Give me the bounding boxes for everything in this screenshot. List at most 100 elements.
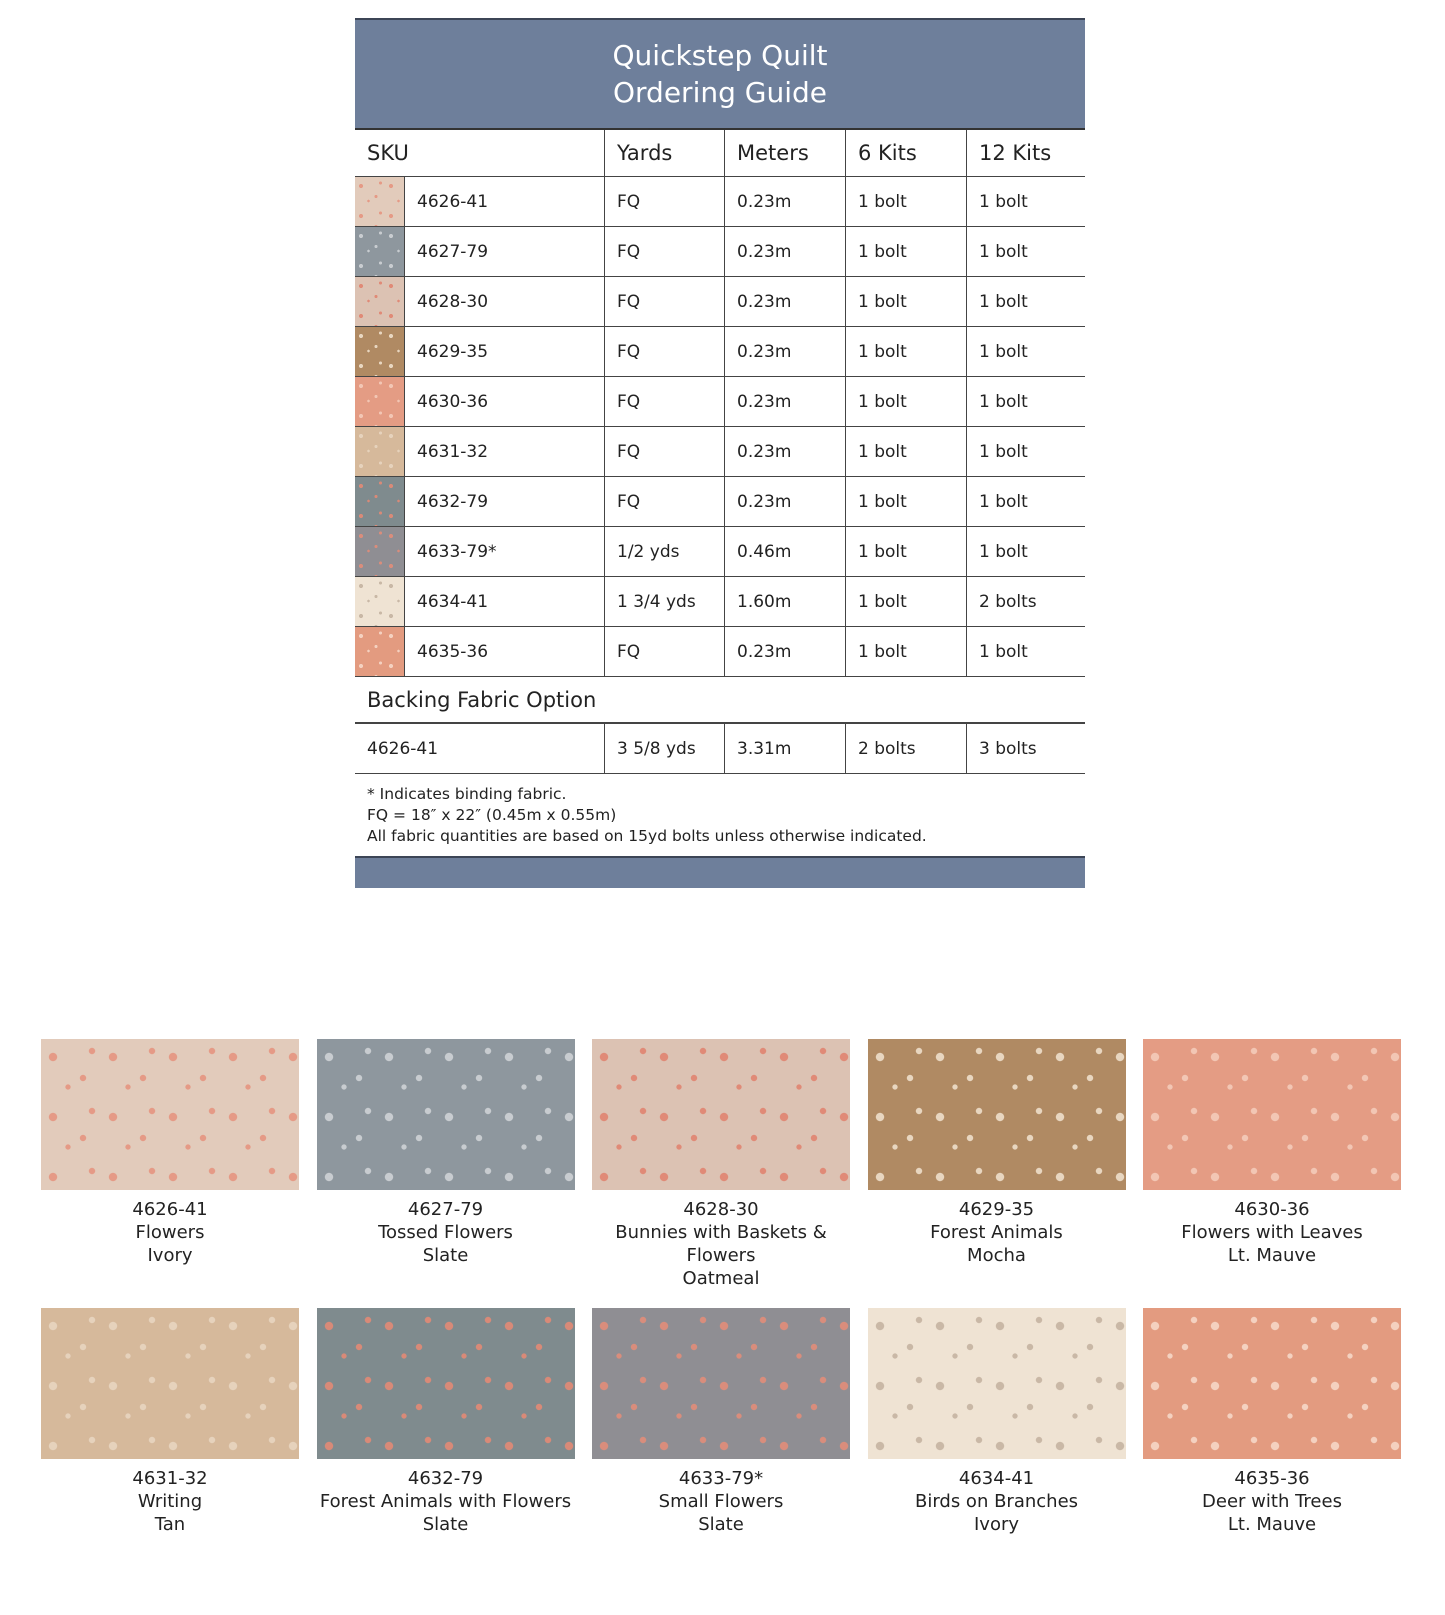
kits-6: 1 bolt xyxy=(846,227,967,276)
sku: 4627-79 xyxy=(417,241,489,262)
fabric-sku: 4628-30 xyxy=(683,1199,759,1220)
table-row: 4631-32 FQ 0.23m 1 bolt 1 bolt xyxy=(355,427,1085,477)
fabric-swatch-image xyxy=(41,1039,299,1190)
sku-cell: 4628-30 xyxy=(355,277,605,326)
fabric-swatch-image xyxy=(41,1308,299,1459)
fabric-swatch-card: 4632-79 Forest Animals with Flowers Slat… xyxy=(316,1308,575,1577)
fabric-sku: 4630-36 xyxy=(1234,1199,1310,1220)
kits-12: 1 bolt xyxy=(979,491,1028,512)
ordering-guide-table: Quickstep Quilt Ordering Guide SKU Yards… xyxy=(355,18,1085,888)
fabric-swatch-image xyxy=(867,1308,1126,1459)
yards: FQ xyxy=(605,227,725,276)
yards: FQ xyxy=(605,477,725,526)
fabric-name: Flowers with Leaves xyxy=(1181,1222,1363,1243)
table-row: 4627-79 FQ 0.23m 1 bolt 1 bolt xyxy=(355,227,1085,277)
sku-cell: 4632-79 xyxy=(355,477,605,526)
meters: 0.23m xyxy=(725,627,846,676)
meters: 0.46m xyxy=(725,527,846,576)
fabric-sku: 4631-32 xyxy=(132,1468,208,1489)
fabric-swatch-card: 4635-36 Deer with Trees Lt. Mauve xyxy=(1143,1308,1401,1577)
fabric-sku: 4629-35 xyxy=(958,1199,1035,1220)
fabric-swatch-image xyxy=(316,1039,575,1190)
kits-12: 1 bolt xyxy=(979,441,1028,462)
fabric-swatch-image xyxy=(592,1039,850,1190)
kits-12: 1 bolt xyxy=(979,291,1028,312)
fabric-name: Birds on Branches xyxy=(914,1491,1079,1512)
meters: 1.60m xyxy=(725,577,846,626)
kits-6: 1 bolt xyxy=(846,627,967,676)
fabric-thumbnail xyxy=(355,577,405,626)
column-headers: SKU Yards Meters 6 Kits 12 Kits xyxy=(355,128,1085,177)
kits-12: 3 bolts xyxy=(979,738,1037,759)
fabric-swatch-card: 4628-30 Bunnies with Baskets & Flowers O… xyxy=(592,1039,850,1308)
fabric-swatch-image xyxy=(1143,1308,1401,1459)
fabric-swatch-grid: 4626-41 Flowers Ivory 4627-79 Tossed Flo… xyxy=(41,1039,1401,1577)
yards: 1/2 yds xyxy=(605,527,725,576)
fabric-swatch-image xyxy=(316,1308,575,1459)
table-row: 4628-30 FQ 0.23m 1 bolt 1 bolt xyxy=(355,277,1085,327)
kits-6: 1 bolt xyxy=(846,177,967,226)
table-row: 4634-41 1 3/4 yds 1.60m 1 bolt 2 bolts xyxy=(355,577,1085,627)
fabric-name: Writing xyxy=(137,1491,203,1512)
yards: FQ xyxy=(605,327,725,376)
sku-cell: 4631-32 xyxy=(355,427,605,476)
col-12-kits: 12 Kits xyxy=(979,141,1052,165)
col-meters: Meters xyxy=(725,130,846,176)
fabric-swatch-card: 4626-41 Flowers Ivory xyxy=(41,1039,299,1308)
fabric-thumbnail xyxy=(355,227,405,276)
fabric-swatch-card: 4633-79* Small Flowers Slate xyxy=(592,1308,850,1577)
fabric-thumbnail xyxy=(355,377,405,426)
sku: 4635-36 xyxy=(417,641,489,662)
fabric-swatch-card: 4634-41 Birds on Branches Ivory xyxy=(867,1308,1126,1577)
note: * Indicates binding fabric. xyxy=(367,785,567,803)
yards: FQ xyxy=(605,627,725,676)
note: All fabric quantities are based on 15yd … xyxy=(367,827,927,845)
kits-12: 1 bolt xyxy=(979,241,1028,262)
kits-12: 1 bolt xyxy=(979,191,1028,212)
fabric-name: Bunnies with Baskets & Flowers xyxy=(615,1222,827,1266)
fabric-color: Slate xyxy=(422,1514,469,1535)
sku: 4630-36 xyxy=(417,391,489,412)
fabric-sku: 4633-79* xyxy=(678,1468,764,1489)
meters: 0.23m xyxy=(725,427,846,476)
sku: 4629-35 xyxy=(417,341,489,362)
kits-6: 1 bolt xyxy=(846,577,967,626)
fabric-name: Forest Animals xyxy=(930,1222,1063,1243)
fabric-swatch-card: 4630-36 Flowers with Leaves Lt. Mauve xyxy=(1143,1039,1401,1308)
yards: FQ xyxy=(605,177,725,226)
note: FQ = 18″ x 22″ (0.45m x 0.55m) xyxy=(367,806,617,824)
fabric-color: Ivory xyxy=(973,1514,1020,1535)
backing-row: 4626-41 3 5/8 yds 3.31m 2 bolts 3 bolts xyxy=(355,724,1085,774)
table-row: 4635-36 FQ 0.23m 1 bolt 1 bolt xyxy=(355,627,1085,677)
fabric-swatch-card: 4629-35 Forest Animals Mocha xyxy=(867,1039,1126,1308)
col-6-kits: 6 Kits xyxy=(846,130,967,176)
fabric-color: Slate xyxy=(422,1245,469,1266)
kits-12: 2 bolts xyxy=(979,591,1037,612)
meters: 0.23m xyxy=(725,377,846,426)
fabric-swatch-card: 4627-79 Tossed Flowers Slate xyxy=(316,1039,575,1308)
fabric-swatch-image xyxy=(592,1308,850,1459)
fabric-thumbnail xyxy=(355,177,405,226)
kits-6: 2 bolts xyxy=(846,724,967,773)
kits-6: 1 bolt xyxy=(846,427,967,476)
table-row: 4633-79* 1/2 yds 0.46m 1 bolt 1 bolt xyxy=(355,527,1085,577)
sku: 4634-41 xyxy=(417,591,489,612)
table-row: 4630-36 FQ 0.23m 1 bolt 1 bolt xyxy=(355,377,1085,427)
backing-section-label: Backing Fabric Option xyxy=(355,677,1085,724)
title-line-1: Quickstep Quilt xyxy=(612,39,828,72)
fabric-sku: 4627-79 xyxy=(407,1199,484,1220)
fabric-color: Oatmeal xyxy=(682,1268,760,1289)
sku-cell: 4626-41 xyxy=(355,177,605,226)
fabric-name: Forest Animals with Flowers xyxy=(319,1491,572,1512)
fabric-color: Tan xyxy=(154,1514,186,1535)
fabric-color: Lt. Mauve xyxy=(1227,1245,1317,1266)
table-row: 4629-35 FQ 0.23m 1 bolt 1 bolt xyxy=(355,327,1085,377)
meters: 0.23m xyxy=(725,227,846,276)
title-line-2: Ordering Guide xyxy=(613,76,827,109)
fabric-name: Tossed Flowers xyxy=(378,1222,513,1243)
kits-6: 1 bolt xyxy=(846,377,967,426)
fabric-name: Small Flowers xyxy=(658,1491,784,1512)
sku: 4633-79* xyxy=(417,541,497,562)
fabric-sku: 4626-41 xyxy=(132,1199,208,1220)
kits-12: 1 bolt xyxy=(979,641,1028,662)
